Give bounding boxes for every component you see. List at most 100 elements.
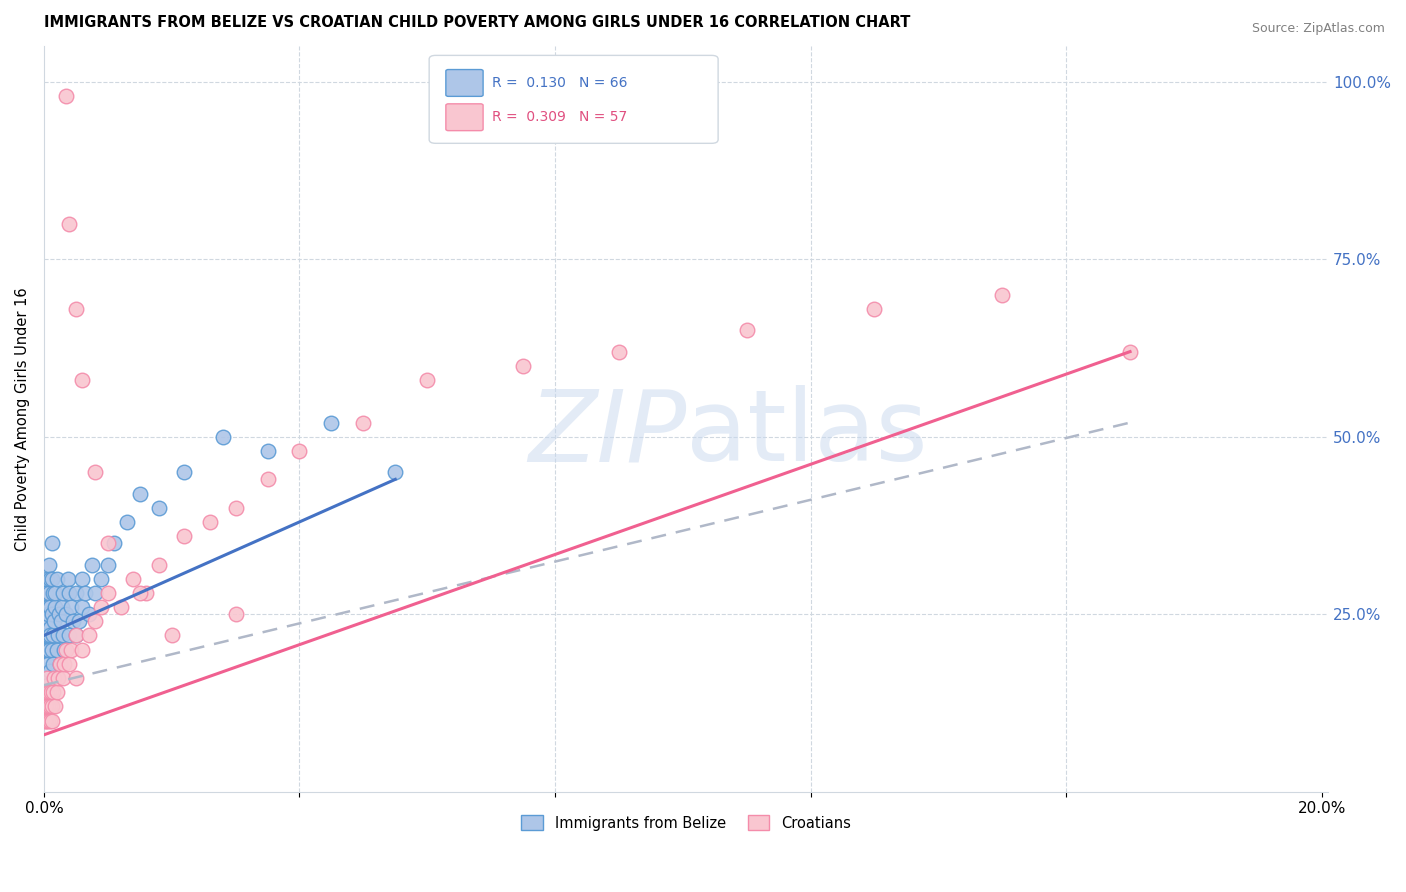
Point [41, 642, 63, 657]
Point [58, 217, 80, 231]
Point [41, 536, 63, 550]
Point [863, 301, 886, 316]
Point [148, 500, 170, 515]
Point [41, 572, 63, 586]
Text: IMMIGRANTS FROM BELIZE VS CROATIAN CHILD POVERTY AMONG GIRLS UNDER 16 CORRELATIO: IMMIGRANTS FROM BELIZE VS CROATIAN CHILD… [44, 15, 910, 30]
Point [70, 600, 93, 615]
Point [41, 699, 63, 714]
Point [53, 657, 76, 671]
Point [41, 714, 63, 728]
Point [84, 615, 107, 629]
Point [97, 536, 120, 550]
FancyBboxPatch shape [429, 55, 718, 144]
Point [39, 600, 62, 615]
Point [84, 586, 107, 600]
Point [38, 699, 60, 714]
Point [35, 671, 58, 685]
Point [49, 657, 72, 671]
Point [37, 678, 59, 692]
Point [211, 430, 233, 444]
Point [55, 89, 77, 103]
Point [58, 628, 80, 642]
Point [160, 628, 183, 642]
Text: Source: ZipAtlas.com: Source: ZipAtlas.com [1251, 22, 1385, 36]
Point [103, 536, 125, 550]
Point [70, 642, 93, 657]
Point [37, 714, 59, 728]
Point [52, 586, 75, 600]
Point [321, 416, 343, 430]
FancyBboxPatch shape [446, 70, 484, 96]
Point [38, 664, 60, 678]
Point [42, 628, 65, 642]
Point [384, 465, 406, 479]
Point [39, 572, 62, 586]
Point [35, 615, 58, 629]
Point [48, 607, 70, 622]
Point [41, 607, 63, 622]
Point [46, 671, 69, 685]
Point [35, 671, 58, 685]
Point [35, 572, 58, 586]
Text: ZIP: ZIP [527, 385, 686, 483]
Point [42, 685, 65, 699]
Point [65, 628, 87, 642]
Point [42, 615, 65, 629]
Point [51, 600, 73, 615]
Point [65, 301, 87, 316]
Point [37, 657, 59, 671]
Point [128, 486, 150, 500]
Point [77, 607, 100, 622]
Point [45, 642, 67, 657]
Point [49, 615, 72, 629]
Point [35, 642, 58, 657]
Point [97, 586, 120, 600]
Point [128, 586, 150, 600]
Point [38, 558, 60, 572]
Point [173, 529, 195, 543]
Point [46, 628, 69, 642]
Point [65, 586, 87, 600]
Point [56, 572, 79, 586]
Text: R =  0.309   N = 57: R = 0.309 N = 57 [492, 111, 627, 124]
Point [34, 714, 56, 728]
Point [256, 472, 278, 486]
Point [44, 600, 66, 615]
Point [39, 685, 62, 699]
Y-axis label: Child Poverty Among Girls Under 16: Child Poverty Among Girls Under 16 [15, 287, 30, 551]
Point [45, 685, 67, 699]
Point [115, 515, 138, 529]
Point [39, 714, 62, 728]
Point [90, 600, 112, 615]
Point [58, 586, 80, 600]
Point [70, 572, 93, 586]
Point [35, 714, 58, 728]
Point [67, 615, 90, 629]
FancyBboxPatch shape [446, 103, 484, 130]
Point [97, 558, 120, 572]
Point [39, 628, 62, 642]
Point [38, 586, 60, 600]
Point [198, 515, 221, 529]
Point [45, 572, 67, 586]
Point [35, 586, 58, 600]
Point [42, 586, 65, 600]
Point [55, 607, 77, 622]
Point [37, 699, 59, 714]
Text: R =  0.130   N = 66: R = 0.130 N = 66 [492, 76, 627, 90]
Point [148, 558, 170, 572]
Point [110, 600, 132, 615]
Point [53, 642, 76, 657]
Point [35, 699, 58, 714]
Point [59, 600, 82, 615]
Point [122, 572, 145, 586]
Point [65, 628, 87, 642]
Point [256, 444, 278, 458]
Point [80, 558, 103, 572]
Point [42, 671, 65, 685]
Point [225, 607, 247, 622]
Point [607, 344, 630, 359]
Point [65, 671, 87, 685]
Point [49, 657, 72, 671]
Point [59, 642, 82, 657]
